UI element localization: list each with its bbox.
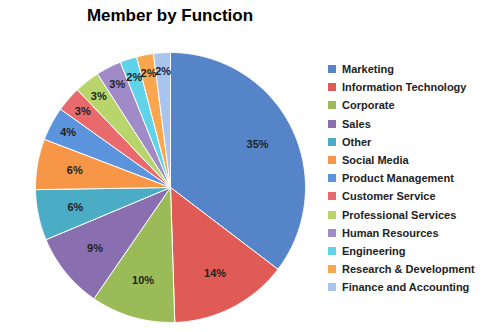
html-text:Social Media: Social Media <box>342 154 409 166</box>
svg-text:3%: 3% <box>109 78 125 90</box>
svg-text:3%: 3% <box>75 105 91 117</box>
html-text:Member by Function: Member by Function <box>86 6 254 25</box>
svg-text:9%: 9% <box>87 242 103 254</box>
html-text:Corporate: Corporate <box>342 99 395 112</box>
html-text:Research & Development: Research & Development <box>342 263 475 276</box>
html-text:Sales: Sales <box>342 117 371 130</box>
svg-text:2%: 2% <box>126 70 143 83</box>
svg-text:6%: 6% <box>67 164 83 176</box>
svg-text:14%: 14% <box>204 267 226 279</box>
svg-text:3%: 3% <box>91 90 107 102</box>
svg-text:10%: 10% <box>132 274 154 286</box>
svg-text:6%: 6% <box>67 201 83 213</box>
html-text:Information Technology: Information Technology <box>342 81 467 94</box>
html-text:Other: Other <box>342 135 372 148</box>
html-text:Engineering: Engineering <box>342 245 406 257</box>
html-text:Customer Service: Customer Service <box>342 190 436 203</box>
html-text:Product Management: Product Management <box>342 172 454 185</box>
html-text:Human Resources: Human Resources <box>342 226 439 239</box>
svg-text:35%: 35% <box>247 138 269 150</box>
html-text:Professional Services: Professional Services <box>342 208 457 221</box>
html-text:Finance and Accounting: Finance and Accounting <box>342 281 470 294</box>
svg-text:2%: 2% <box>140 67 157 79</box>
svg-text:4%: 4% <box>60 126 76 138</box>
svg-text:2%: 2% <box>155 65 171 77</box>
html-text:Marketing: Marketing <box>342 63 394 76</box>
